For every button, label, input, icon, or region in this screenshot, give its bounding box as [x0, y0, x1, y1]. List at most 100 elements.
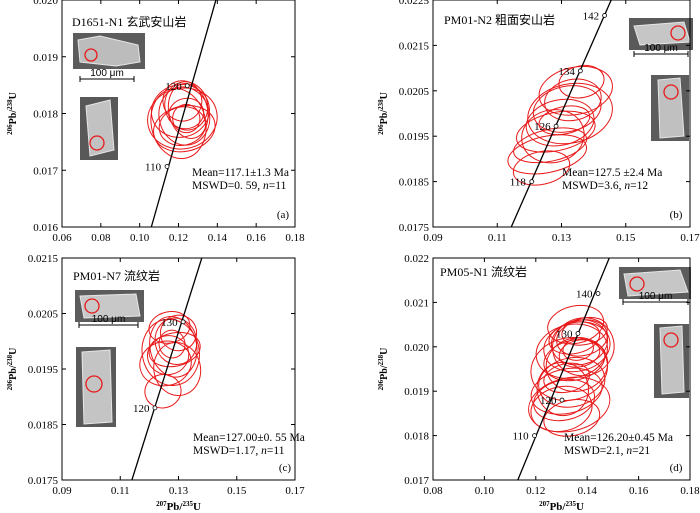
y-tick-label: 0.017 [33, 165, 58, 177]
error-ellipse [513, 127, 588, 164]
error-ellipse [139, 340, 192, 387]
error-ellipse [558, 339, 601, 368]
error-ellipse [538, 65, 613, 116]
error-ellipse [148, 311, 191, 344]
panel-title: PM01-N2 粗面安山岩 [444, 12, 555, 27]
error-ellipse [544, 78, 602, 122]
y-tick-label: 0.0175 [28, 475, 59, 487]
y-tick-label: 0.021 [404, 297, 429, 309]
error-ellipse [543, 399, 601, 437]
panel-tag: (b) [670, 209, 683, 221]
concordia-age-point [577, 68, 583, 74]
error-ellipse [172, 103, 201, 134]
zircon-image-b-2 [651, 75, 689, 141]
error-ellipse [527, 82, 613, 145]
concordia-age-point [553, 123, 559, 129]
concordia-age-point [180, 319, 186, 325]
error-ellipse [552, 317, 615, 377]
error-ellipse [148, 331, 201, 368]
error-ellipse [149, 316, 198, 378]
x-tick-label: 0.10 [475, 485, 495, 497]
y-tick-label: 0.017 [404, 475, 429, 487]
error-ellipse [141, 318, 200, 386]
y-tick-label: 0.018 [33, 109, 58, 121]
panel-title: D1651-N1 玄武安山岩 [72, 14, 186, 29]
x-tick-label: 0.18 [285, 232, 305, 244]
concordia-curve [131, 258, 203, 480]
x-tick-label: 0.15 [616, 232, 636, 244]
x-tick-label: 0.14 [208, 232, 228, 244]
x-tick-label: 0.09 [52, 485, 72, 497]
scale-bar-label: 100 μm [92, 314, 126, 325]
concordia-age-label: 130 [161, 317, 178, 329]
concordia-age-label: 140 [576, 289, 593, 301]
plot-area [131, 258, 203, 480]
error-ellipse [150, 88, 207, 160]
y-tick-label: 0.0215 [399, 40, 430, 52]
panel-tag: (d) [670, 462, 683, 474]
panel-tag: (a) [277, 209, 290, 221]
y-tick-label: 0.0225 [399, 0, 430, 7]
mean-age-text: Mean=117.1±1.3 Ma [192, 167, 289, 179]
y-tick-label: 0.019 [33, 52, 58, 64]
plot-area [507, 0, 613, 227]
x-tick-label: 0.18 [680, 485, 700, 497]
concordia-curve [510, 0, 612, 227]
error-ellipse [168, 97, 205, 130]
error-ellipse [556, 319, 608, 357]
error-ellipse [528, 376, 611, 433]
x-tick-label: 0.15 [227, 485, 247, 497]
concordia-age-point [595, 291, 601, 296]
scale-bar-label: 100 μm [644, 43, 678, 54]
mswd-text: MSWD=0. 59, n=11 [192, 180, 287, 192]
concordia-age-label: 120 [133, 403, 150, 415]
y-tick-label: 0.0205 [399, 86, 430, 98]
x-tick-label: 0.11 [111, 485, 130, 497]
error-ellipse [158, 329, 186, 359]
mswd-text: MSWD=1.17, n=11 [193, 445, 285, 457]
error-ellipse [144, 373, 182, 409]
x-tick-label: 0.14 [578, 485, 598, 497]
x-tick-label: 0.09 [423, 232, 443, 244]
error-ellipse [533, 379, 596, 422]
error-ellipse [521, 109, 585, 164]
y-tick-label: 0.0185 [399, 177, 430, 189]
error-ellipse [538, 105, 591, 136]
concordia-age-point [532, 433, 537, 439]
concordia-age-point [559, 397, 565, 403]
panel-title: PM01-N7 流纹岩 [73, 268, 160, 283]
concordia-age-label: 120 [165, 81, 182, 93]
error-ellipse [158, 86, 211, 146]
y-axis-label: 206Pb/238U [6, 348, 19, 391]
plot-frame [432, 257, 691, 481]
x-tick-label: 0.06 [52, 232, 72, 244]
y-tick-label: 0.0175 [399, 222, 430, 234]
concordia-age-label: 118 [510, 177, 527, 189]
concordia-age-point [164, 164, 170, 169]
x-tick-label: 0.10 [130, 232, 150, 244]
mswd-text: MSWD=2.1, n=21 [564, 445, 650, 457]
zircon-image-d-1 [619, 267, 691, 299]
concordia-age-label: 120 [540, 395, 557, 407]
chart-panel-a: 110 120 0.06 0.08 0.10 0.12 0.14 0.16 0.18 0.016 0… [6, 0, 305, 244]
y-tick-label: 0.0185 [28, 420, 59, 432]
concordia-age-label: 110 [513, 431, 530, 443]
x-tick-label: 0.16 [247, 232, 267, 244]
concordia-age-point [602, 13, 608, 18]
mswd-text: MSWD=3.6, n=12 [562, 180, 648, 192]
y-tick-label: 0.020 [33, 0, 58, 7]
concordia-age-label: 142 [583, 10, 600, 22]
x-tick-label: 0.12 [526, 485, 545, 497]
error-ellipse [150, 84, 210, 138]
mean-age-text: Mean=127.5 ±2.4 Ma [562, 167, 662, 179]
error-ellipse [538, 356, 606, 408]
plot-area [517, 258, 615, 480]
chart-panel-b: 118 126 134 142 0.09 0.11 0.13 0.15 0.17 0.0175 0.… [377, 0, 700, 244]
concordia-curve [150, 0, 217, 227]
error-ellipse [158, 106, 207, 146]
error-ellipse [536, 361, 590, 417]
x-tick-label: 0.17 [285, 485, 305, 497]
y-tick-label: 0.0205 [28, 309, 59, 321]
panel-tag: (c) [279, 462, 292, 474]
